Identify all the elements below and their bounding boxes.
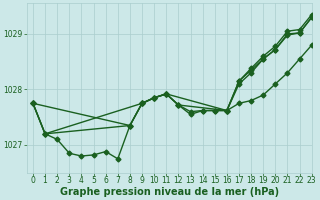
X-axis label: Graphe pression niveau de la mer (hPa): Graphe pression niveau de la mer (hPa) [60, 187, 279, 197]
